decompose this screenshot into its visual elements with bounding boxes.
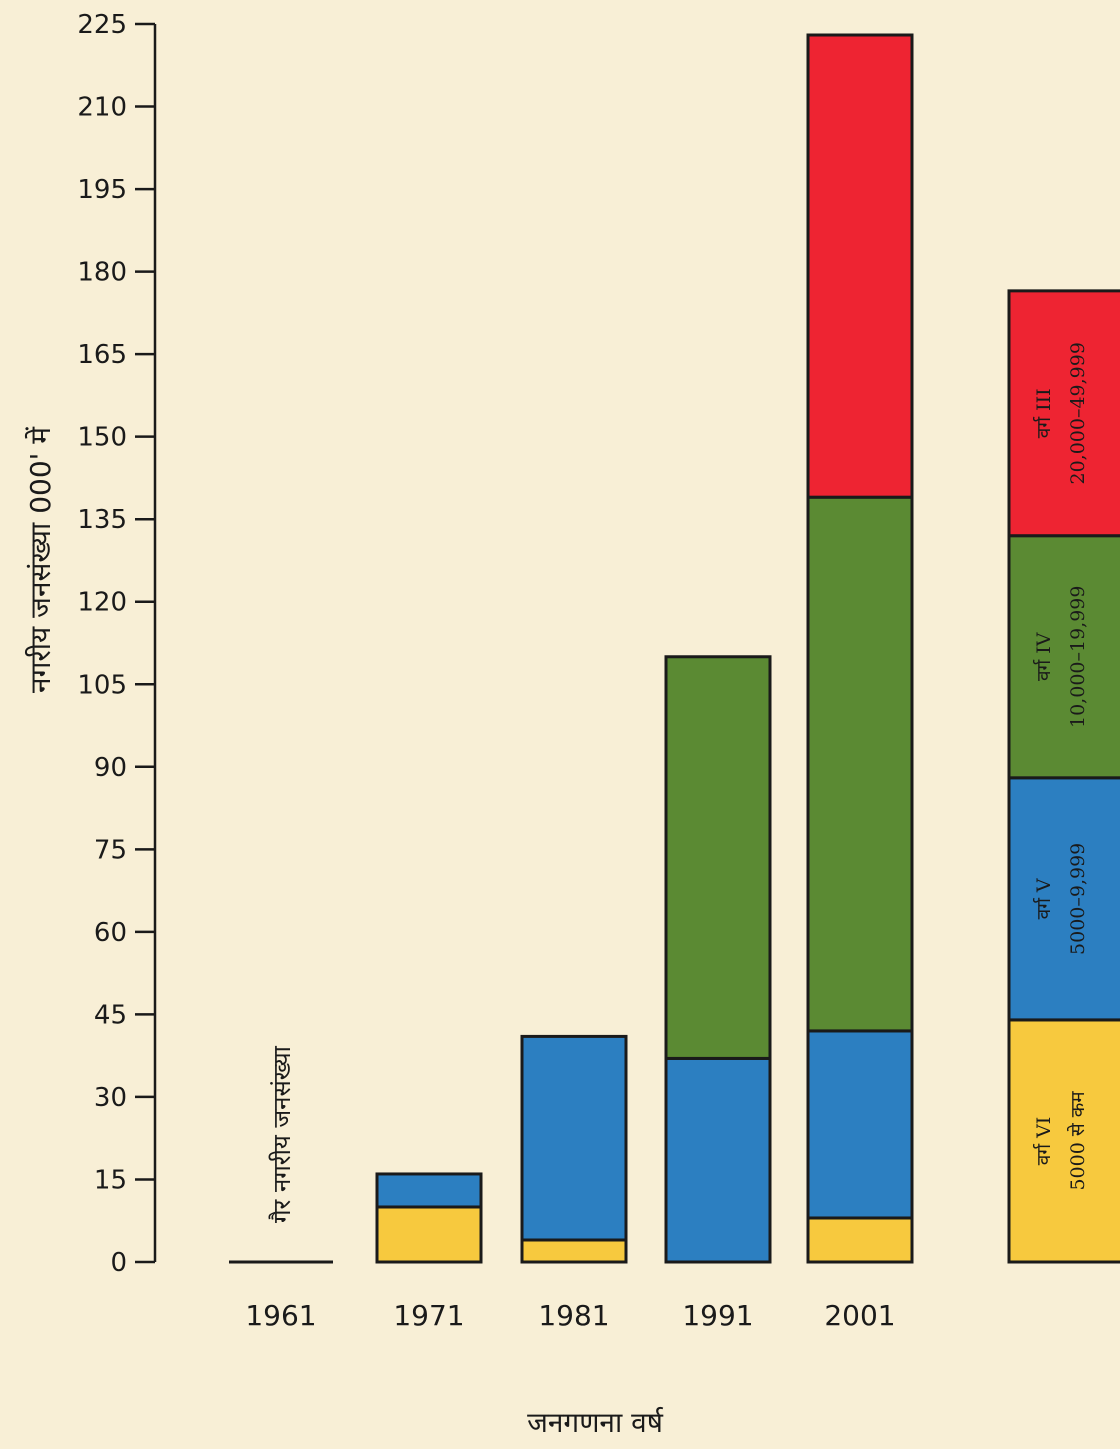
x-axis-title: जनगणना वर्ष xyxy=(527,1406,664,1439)
legend-swatch xyxy=(1007,1018,1120,1264)
legend-swatch xyxy=(1007,534,1120,780)
x-tick-label: 1981 xyxy=(538,1299,609,1332)
legend-range: 5000 से कम xyxy=(1066,1091,1089,1191)
x-tick-label: 2001 xyxy=(824,1299,895,1332)
legend-label: वर्ग V xyxy=(1032,878,1055,919)
legend-range: 5000–9,999 xyxy=(1067,843,1089,955)
y-tick-label: 90 xyxy=(94,753,127,783)
y-tick-label: 225 xyxy=(77,10,127,40)
y-tick-label: 165 xyxy=(77,340,127,370)
bar-segment xyxy=(375,1172,483,1209)
y-tick-label: 195 xyxy=(77,175,127,205)
y-tick-label: 15 xyxy=(94,1165,127,1195)
bars xyxy=(229,33,914,1264)
y-tick-label: 150 xyxy=(77,423,127,453)
bar-segment xyxy=(664,1056,772,1264)
x-tick-label: 1961 xyxy=(245,1299,316,1332)
bar-segment xyxy=(806,495,914,1033)
legend-swatch xyxy=(1007,289,1120,538)
y-axis: 0 15 30 45 60 75 90 105 120 135 150 165 180 195 210 225 xyxy=(77,10,157,1278)
legend-swatch xyxy=(1007,776,1120,1022)
legend-range: 20,000–49,999 xyxy=(1067,342,1089,484)
bar-segment xyxy=(806,33,914,499)
legend-label: वर्ग IV xyxy=(1032,632,1055,681)
y-tick-label: 135 xyxy=(77,505,127,535)
legend-label: वर्ग VI xyxy=(1032,1117,1055,1166)
legend-range: 10,000–19,999 xyxy=(1067,586,1089,728)
x-axis: 1961 1971 1981 1991 2001 xyxy=(245,1299,895,1332)
annotation-non-urban: गैर नगरीय जनसंख्या xyxy=(268,1045,296,1223)
y-axis-title: नगरीय जनसंख्या 000' में xyxy=(24,426,57,693)
y-tick-label: 180 xyxy=(77,258,127,288)
bar-segment xyxy=(375,1205,483,1264)
bar-segment xyxy=(520,1034,628,1242)
y-tick-label: 45 xyxy=(94,1000,127,1030)
bar-segment xyxy=(664,655,772,1060)
y-tick-label: 210 xyxy=(77,93,127,123)
y-tick-label: 75 xyxy=(94,835,127,865)
x-tick-label: 1971 xyxy=(393,1299,464,1332)
y-tick-label: 0 xyxy=(110,1248,127,1278)
legend: वर्ग VI 5000 से कम वर्ग V 5000–9,999 वर्ग IV… xyxy=(1007,289,1120,1264)
x-tick-label: 1991 xyxy=(682,1299,753,1332)
bar-segment xyxy=(806,1029,914,1220)
legend-label: वर्ग III xyxy=(1032,388,1055,438)
y-tick-label: 30 xyxy=(94,1083,127,1113)
bar-segment xyxy=(520,1238,628,1264)
y-tick-label: 105 xyxy=(77,670,127,700)
bar-segment xyxy=(806,1216,914,1264)
y-tick-label: 120 xyxy=(77,588,127,618)
y-tick-label: 60 xyxy=(94,918,127,948)
